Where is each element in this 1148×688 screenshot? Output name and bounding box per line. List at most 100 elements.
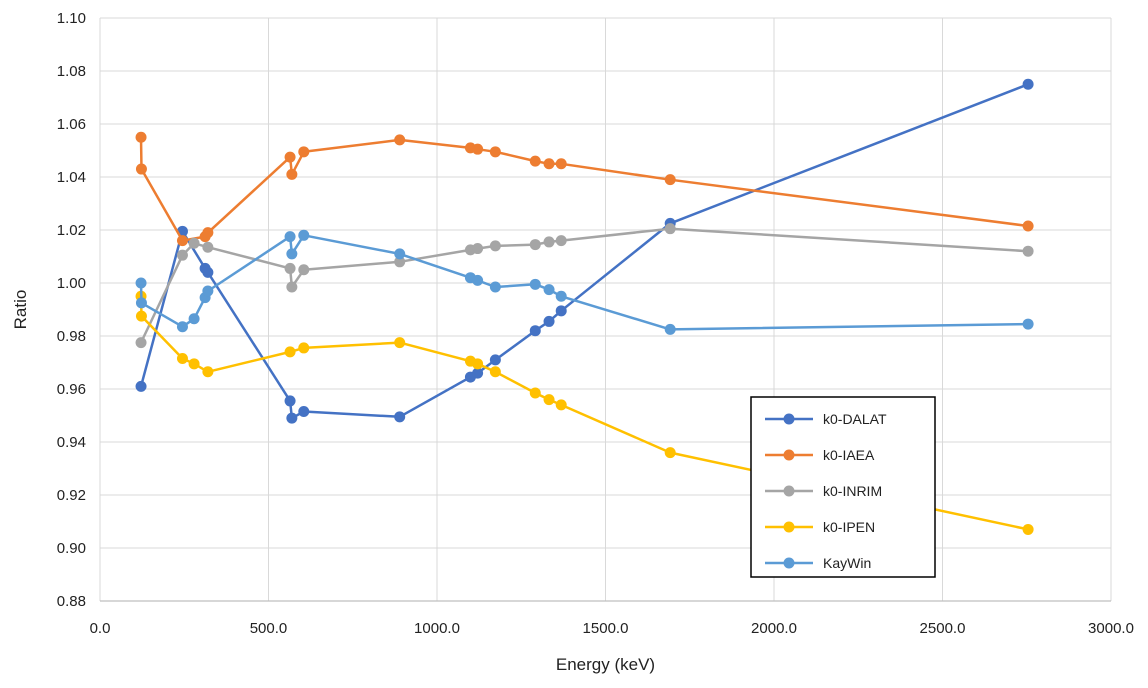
x-tick-label: 3000.0 [1088,620,1134,637]
legend-label: k0-INRIM [823,483,882,499]
x-tick-label: 1000.0 [414,620,460,637]
y-tick-label: 0.90 [57,540,86,557]
data-point-k0-dalat [529,325,541,337]
data-point-k0-inrim [394,256,406,268]
data-point-kaywin [286,248,298,260]
data-point-k0-ipen [555,399,567,411]
series-k0-ipen [135,290,1034,535]
data-point-kaywin [298,229,310,241]
data-point-k0-inrim [202,241,214,253]
legend-swatch-marker [783,413,795,425]
data-point-kaywin [202,285,214,297]
legend-swatch-marker [783,521,795,533]
data-point-k0-ipen [176,353,188,365]
series-line-kaywin [139,234,1029,331]
y-tick-label: 0.88 [57,593,86,610]
data-point-k0-iaea [555,158,567,170]
data-point-k0-iaea [394,134,406,146]
data-point-k0-inrim [555,235,567,247]
y-tick-label: 0.92 [57,487,86,504]
data-point-k0-dalat [543,315,555,327]
data-point-k0-ipen [489,366,501,378]
data-point-kaywin [135,277,147,289]
series-k0-dalat [135,78,1034,424]
x-tick-label: 0.0 [90,620,111,637]
data-point-k0-dalat [135,380,147,392]
legend-item-kaywin: KayWin [765,555,871,571]
data-point-kaywin [555,290,567,302]
data-point-kaywin [529,278,541,290]
y-tick-label: 1.08 [57,63,86,80]
data-point-k0-inrim [529,239,541,251]
legend-item-k0-ipen: k0-IPEN [765,519,875,535]
data-point-k0-inrim [472,243,484,255]
data-point-k0-iaea [489,146,501,158]
data-point-k0-iaea [1022,220,1034,232]
data-point-k0-ipen [529,387,541,399]
data-point-k0-ipen [202,366,214,378]
data-point-k0-iaea [664,174,676,186]
x-tick-label: 2500.0 [920,620,966,637]
legend-swatch-marker [783,449,795,461]
data-point-kaywin [176,321,188,333]
series-line-k0-inrim [139,227,1029,344]
y-tick-label: 0.94 [57,434,86,451]
y-tick-label: 0.96 [57,381,86,398]
data-point-kaywin [284,231,296,243]
legend-label: KayWin [823,555,871,571]
data-point-k0-dalat [286,412,298,424]
data-point-k0-inrim [286,281,298,293]
series-kaywin [135,229,1034,335]
x-tick-label: 2000.0 [751,620,797,637]
series-group [135,78,1034,535]
data-point-k0-ipen [664,447,676,459]
y-axis-title: Ratio [11,290,30,330]
legend-item-k0-dalat: k0-DALAT [765,411,887,427]
data-point-k0-iaea [284,151,296,163]
series-line-k0-iaea [139,137,1029,242]
data-point-kaywin [1022,318,1034,330]
data-point-k0-ipen [543,394,555,406]
data-point-k0-inrim [543,236,555,248]
y-tick-label: 1.00 [57,275,86,292]
data-point-k0-dalat [298,406,310,418]
data-point-k0-inrim [188,237,200,249]
legend-label: k0-DALAT [823,411,887,427]
legend-item-k0-iaea: k0-IAEA [765,447,875,463]
series-line-k0-dalat [139,83,1029,420]
data-point-kaywin [664,323,676,335]
legend-box [750,396,936,578]
data-point-k0-inrim [135,337,147,349]
x-tick-label: 500.0 [250,620,288,637]
data-point-k0-iaea [135,131,147,143]
data-point-k0-dalat [555,305,567,317]
data-point-kaywin [489,281,501,293]
data-point-k0-ipen [188,358,200,370]
data-point-k0-inrim [664,223,676,235]
series-line-k0-ipen [139,296,1029,531]
data-point-k0-ipen [284,346,296,358]
legend-swatch-marker [783,557,795,569]
data-point-k0-dalat [394,411,406,423]
data-point-k0-dalat [202,266,214,278]
data-point-k0-iaea [286,168,298,180]
legend-swatch-marker [783,485,795,497]
y-tick-label: 1.10 [57,10,86,27]
data-point-k0-iaea [529,155,541,167]
data-point-k0-iaea [543,158,555,170]
data-point-k0-inrim [298,264,310,276]
axes: 0.88 0.90 0.92 0.94 0.96 0.98 1.00 1.02 1.04 1.06… [57,10,1134,637]
data-point-k0-ipen [298,342,310,354]
data-point-kaywin [543,284,555,296]
data-point-k0-dalat [472,367,484,379]
y-tick-label: 0.98 [57,328,86,345]
data-point-kaywin [472,274,484,286]
data-point-k0-ipen [135,310,147,322]
y-tick-label: 1.02 [57,222,86,239]
legend: k0-DALAT k0-IAEA k0-INRIM k0-IPEN KayWin [750,396,936,578]
data-point-k0-ipen [394,337,406,349]
data-point-k0-iaea [176,235,188,247]
legend-item-k0-inrim: k0-INRIM [765,483,882,499]
